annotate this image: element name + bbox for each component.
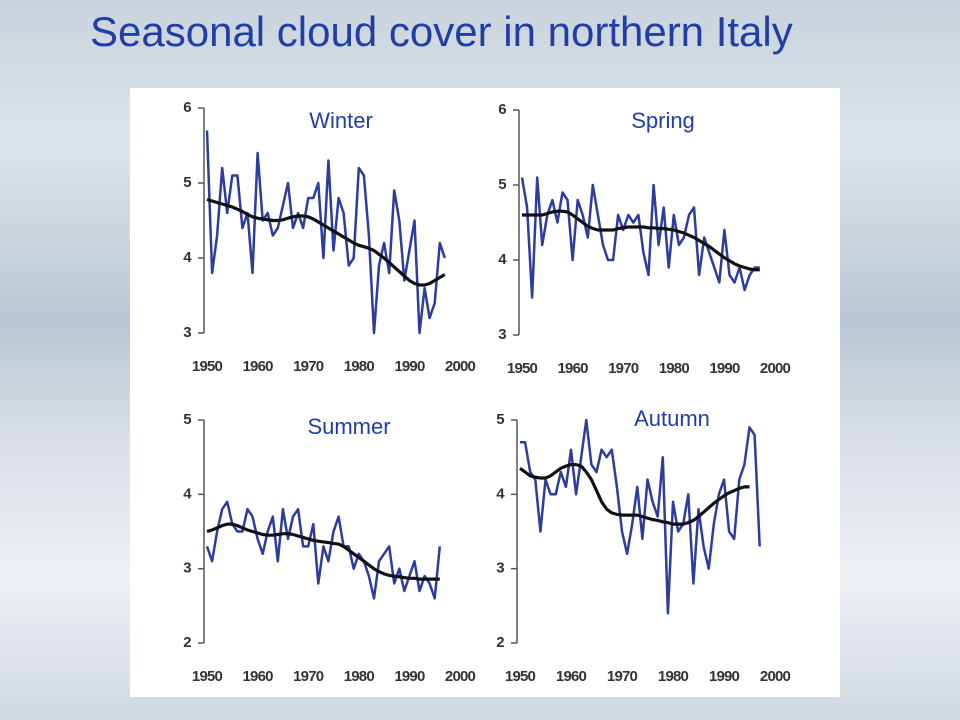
chart-title: Winter bbox=[309, 108, 373, 133]
trend-line bbox=[522, 209, 760, 272]
trend-line bbox=[206, 522, 440, 581]
y-tick-label: 5 bbox=[496, 411, 504, 428]
x-tick-label: 1970 bbox=[293, 668, 324, 685]
x-tick-label: 1970 bbox=[607, 668, 638, 685]
data-line bbox=[520, 418, 761, 615]
y-tick-label: 3 bbox=[498, 326, 506, 343]
y-tick-label: 2 bbox=[183, 634, 191, 651]
x-tick-label: 1990 bbox=[709, 668, 740, 685]
chart-panel bbox=[130, 88, 840, 697]
y-tick-label: 4 bbox=[183, 485, 192, 502]
x-tick-label: 1990 bbox=[709, 360, 740, 377]
y-tick-label: 5 bbox=[183, 174, 191, 191]
x-tick-label: 1970 bbox=[608, 360, 639, 377]
x-tick-label: 1980 bbox=[344, 668, 375, 685]
y-tick-label: 5 bbox=[183, 411, 191, 428]
y-tick-label: 5 bbox=[498, 176, 506, 193]
trend-line bbox=[519, 463, 750, 526]
y-tick-label: 3 bbox=[183, 324, 191, 341]
x-tick-label: 2000 bbox=[445, 668, 476, 685]
x-tick-label: 1980 bbox=[344, 358, 375, 375]
x-tick-label: 1990 bbox=[394, 358, 425, 375]
y-tick-label: 3 bbox=[183, 560, 191, 577]
trend-line bbox=[206, 197, 446, 287]
chart-title: Summer bbox=[307, 414, 390, 439]
x-tick-label: 2000 bbox=[445, 358, 476, 375]
chart-title: Autumn bbox=[634, 406, 710, 431]
y-tick-label: 2 bbox=[496, 634, 504, 651]
x-tick-label: 1960 bbox=[243, 668, 274, 685]
data-line bbox=[520, 176, 760, 299]
x-tick-label: 1970 bbox=[293, 358, 324, 375]
y-tick-label: 4 bbox=[496, 485, 505, 502]
x-tick-label: 1990 bbox=[394, 668, 425, 685]
y-tick-label: 4 bbox=[498, 251, 507, 268]
chart-title: Spring bbox=[631, 108, 695, 133]
x-tick-label: 1950 bbox=[505, 668, 536, 685]
x-tick-label: 1960 bbox=[558, 360, 589, 377]
x-tick-label: 1980 bbox=[658, 668, 689, 685]
x-tick-label: 1980 bbox=[659, 360, 690, 377]
x-tick-label: 2000 bbox=[760, 360, 791, 377]
x-tick-label: 1950 bbox=[192, 358, 223, 375]
y-tick-label: 6 bbox=[183, 99, 191, 116]
y-tick-label: 6 bbox=[498, 101, 506, 118]
y-tick-label: 4 bbox=[183, 249, 192, 266]
y-tick-label: 3 bbox=[496, 560, 504, 577]
slide-title: Seasonal cloud cover in northern Italy bbox=[90, 8, 793, 55]
x-tick-label: 1960 bbox=[556, 668, 587, 685]
x-tick-label: 1960 bbox=[243, 358, 274, 375]
x-tick-label: 1950 bbox=[507, 360, 538, 377]
x-tick-label: 1950 bbox=[192, 668, 223, 685]
x-tick-label: 2000 bbox=[760, 668, 791, 685]
